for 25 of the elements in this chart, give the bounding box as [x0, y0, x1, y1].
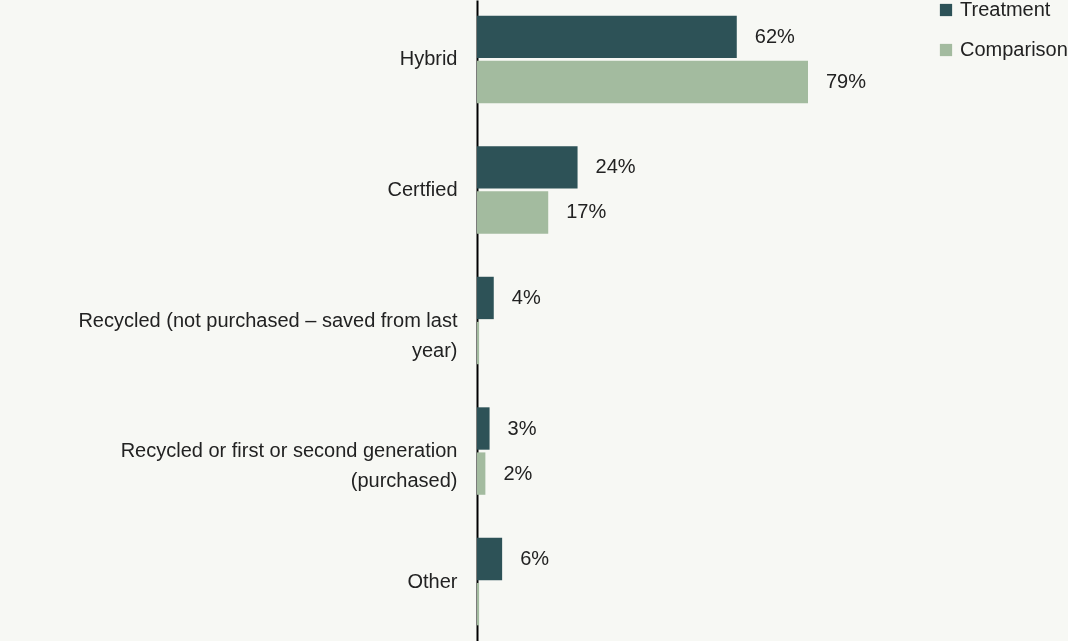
y-tick-label: Other	[407, 569, 458, 592]
bar	[477, 582, 480, 626]
data-label: 4%	[511, 285, 541, 308]
data-label: 2%	[503, 461, 533, 484]
bar	[477, 15, 737, 59]
data-label: 62%	[754, 24, 796, 47]
bar	[477, 452, 486, 495]
y-tick-label: Recycled (not purchased – saved from last year)	[78, 308, 458, 361]
data-label: 6%	[520, 547, 550, 570]
bar	[477, 60, 808, 104]
bar	[477, 537, 503, 581]
y-tick-label: Certfied	[387, 177, 458, 200]
data-label: 79%	[826, 69, 867, 92]
legend-label: Treatment	[960, 0, 1051, 20]
data-label: 17%	[566, 200, 607, 223]
y-tick-label: Hybrid	[399, 47, 458, 70]
bar	[477, 146, 578, 189]
bar	[477, 276, 494, 320]
y-tick-label: Recycled or first or second generation (purchased)	[120, 439, 458, 492]
data-label: 24%	[595, 155, 636, 178]
bar	[477, 191, 549, 234]
legend-label: Comparison	[960, 38, 1068, 60]
bar	[477, 321, 480, 365]
bar	[477, 407, 490, 450]
data-label: 3%	[507, 416, 537, 439]
